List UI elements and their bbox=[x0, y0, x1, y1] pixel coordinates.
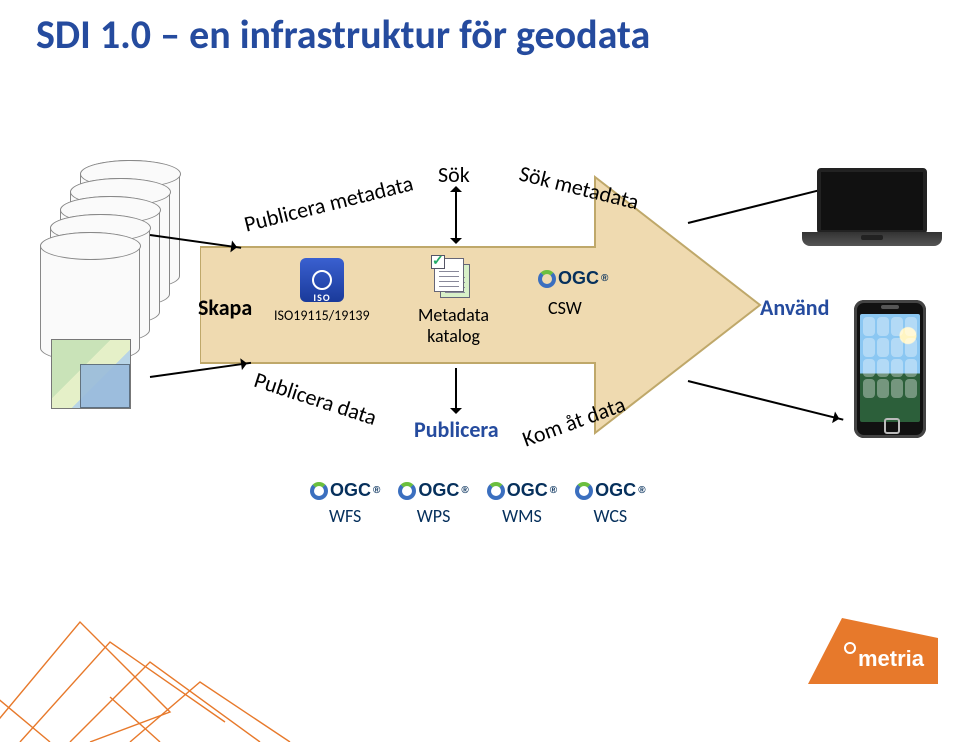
svg-text:metria: metria bbox=[858, 646, 925, 671]
ogc-service: OGC® WMS bbox=[487, 480, 557, 527]
ogc-logo-icon: OGC® bbox=[575, 480, 645, 501]
label-metadata-katalog: Metadata katalog bbox=[418, 305, 489, 346]
ogc-service: OGC® WFS bbox=[310, 480, 380, 527]
ogc-service-label: WFS bbox=[310, 505, 380, 527]
ogc-service-label: WPS bbox=[398, 505, 468, 527]
label-skapa: Skapa bbox=[198, 295, 252, 320]
ogc-service-label: WCS bbox=[575, 505, 645, 527]
ogc-csw-icon: OGC® bbox=[538, 268, 608, 293]
footer-geometry-icon bbox=[0, 542, 460, 742]
map-thumbnail-icon bbox=[51, 339, 131, 409]
slide-title: SDI 1.0 – en infrastruktur för geodata bbox=[36, 12, 650, 58]
label-publicera: Publicera bbox=[414, 417, 499, 442]
db-cylinder bbox=[40, 232, 140, 362]
ogc-logo-icon: OGC® bbox=[487, 480, 557, 501]
label-iso-std: ISO19115/19139 bbox=[274, 308, 370, 324]
laptop-icon bbox=[802, 168, 942, 258]
smartphone-icon bbox=[854, 300, 926, 438]
iso-badge-icon: ISO bbox=[300, 258, 348, 306]
sok-double-arrow-icon bbox=[455, 190, 457, 240]
ogc-service: OGC® WCS bbox=[575, 480, 645, 527]
label-anvand: Använd bbox=[760, 295, 829, 320]
ogc-logo-icon: OGC® bbox=[398, 480, 468, 501]
ogc-service-label: WMS bbox=[487, 505, 557, 527]
ogc-service: OGC® WPS bbox=[398, 480, 468, 527]
metria-logo-icon: metria bbox=[808, 618, 938, 684]
ogc-logo-icon: OGC® bbox=[310, 480, 380, 501]
ogc-services-row: OGC® WFS OGC® WPS OGC® WMS OGC® WCS bbox=[310, 480, 646, 527]
label-csw: CSW bbox=[548, 298, 582, 319]
catalog-icon bbox=[428, 258, 476, 306]
database-stack bbox=[40, 160, 190, 370]
publicera-down-arrow-icon bbox=[455, 368, 457, 410]
